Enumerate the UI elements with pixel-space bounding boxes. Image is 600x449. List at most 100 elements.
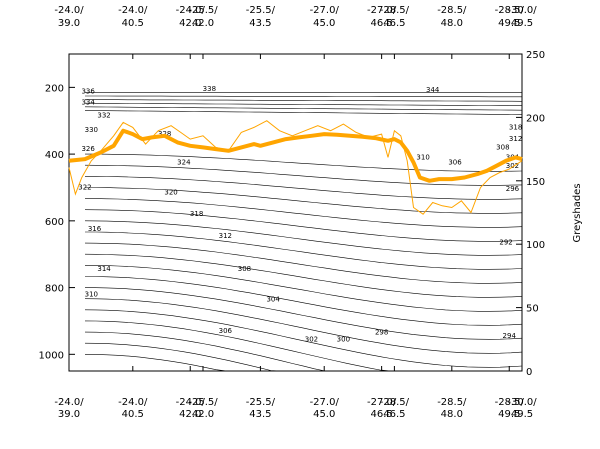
right-axis-label: Greyshades [572,183,583,242]
contour-line [84,102,522,106]
contour-label: 304 [266,295,280,303]
y-right-tick-label: 50 [526,304,539,315]
contour-line [84,309,523,368]
contour-line [84,164,523,186]
contour-label: 310 [416,153,429,161]
contour-line [84,220,523,256]
contour-line [85,95,522,98]
x-tick-bottom-lat: 42.0 [179,409,201,420]
contour-line [84,331,522,372]
contour-label: 300 [337,335,350,343]
x-tick-top-lon: -28.5/ [380,5,410,16]
x-tick-bottom-lon: -30.0/ [507,397,537,408]
contour-label: 302 [305,335,318,343]
x-tick-bottom-lon: -25.5/ [188,397,218,408]
x-tick-top-lat: 49.5 [498,18,520,29]
axis-ticks: -24.0/39.0-24.0/39.0-24.0/40.5-24.0/40.5… [39,5,546,420]
contour-label: 320 [164,188,177,196]
y-right-tick-label: 0 [526,367,532,378]
x-tick-bottom-lon: -24.0/ [176,397,206,408]
x-tick-bottom-lon: -24.0/ [54,397,84,408]
x-tick-bottom-lat: 49.5 [498,409,520,420]
contour-line [84,320,522,372]
x-tick-bottom-lon: -24.0/ [118,397,148,408]
contour-label: 322 [78,183,91,191]
x-tick-top-lat: 46.5 [383,18,405,29]
contour-line [85,99,523,102]
x-tick-top-lat: 49.5 [511,18,533,29]
y-left-tick-label: 600 [45,217,64,228]
y-right-tick-label: 100 [526,240,545,251]
contour-label: 344 [426,86,440,94]
x-tick-bottom-lon: -27.0/ [310,397,340,408]
contour-label: 336 [81,87,95,95]
contour-label: 332 [97,112,110,120]
contour-lines [84,92,523,372]
y-left-tick-label: 1000 [39,350,64,361]
contour-label: 302 [506,162,519,170]
x-tick-bottom-lon: -28.5/ [437,397,467,408]
contour-labels: 3363343323303283263243223203183163143123… [78,85,522,343]
contour-label: 318 [509,123,522,131]
contour-label: 306 [448,158,462,166]
thin-series-line [68,120,523,215]
x-tick-bottom-lat: 40.5 [122,409,144,420]
contour-line [84,265,523,312]
contour-label: 298 [375,329,388,337]
contour-line [85,187,523,214]
x-tick-bottom-lat: 46.5 [383,409,405,420]
x-tick-top-lon: -25.5/ [246,5,276,16]
contour-label: 316 [88,225,102,233]
x-tick-bottom-lat: 39.0 [58,409,80,420]
y-right-tick-label: 200 [526,113,545,124]
x-tick-top-lat: 42.0 [192,18,214,29]
contour-line [85,176,523,200]
x-tick-bottom-lon: -25.5/ [246,397,276,408]
x-tick-bottom-lat: 48.0 [441,409,463,420]
y-left-tick-label: 800 [45,284,64,295]
contour-line [85,276,523,326]
data-series [68,120,523,215]
contour-label: 296 [506,185,520,193]
contour-label: 330 [85,126,98,134]
contour-line [84,253,523,298]
contour-label: 306 [219,327,233,335]
contour-label: 312 [219,232,232,240]
y-right-tick-label: 150 [526,177,545,188]
x-tick-top-lon: -24.0/ [54,5,84,16]
contour-line [85,198,523,228]
x-tick-top-lon: -28.5/ [495,5,525,16]
contour-label: 308 [496,143,509,151]
x-tick-top-lon: -24.0/ [176,5,206,16]
contour-label: 308 [238,265,251,273]
contour-label: 312 [509,135,522,143]
y-right-tick-label: 250 [526,50,545,61]
contour-label: 294 [503,332,517,340]
contour-line [84,287,523,340]
contour-label: 334 [81,98,95,106]
x-tick-top-lon: -28.5/ [437,5,467,16]
x-tick-bottom-lat: 46.5 [371,409,393,420]
y-left-tick-label: 400 [45,150,64,161]
contour-line [84,354,522,372]
contour-line [84,110,523,115]
x-tick-top-lon: -27.0/ [367,5,397,16]
x-tick-bottom-lon: -28.5/ [495,397,525,408]
y-left-tick-label: 200 [45,83,64,94]
x-tick-bottom-lon: -28.5/ [380,397,410,408]
x-tick-top-lat: 39.0 [58,18,80,29]
contour-line [84,298,523,354]
x-tick-top-lon: -25.5/ [188,5,218,16]
x-tick-bottom-lat: 43.5 [249,409,271,420]
contour-line [85,153,523,172]
x-tick-top-lat: 45.0 [313,18,335,29]
x-tick-bottom-lon: -27.0/ [367,397,397,408]
x-tick-top-lon: -30.0/ [507,5,537,16]
contour-label: 324 [177,158,191,166]
contour-label: 310 [85,290,98,298]
contour-label: 314 [97,265,111,273]
contour-label: 292 [499,239,512,247]
thick-series-line [68,128,523,183]
